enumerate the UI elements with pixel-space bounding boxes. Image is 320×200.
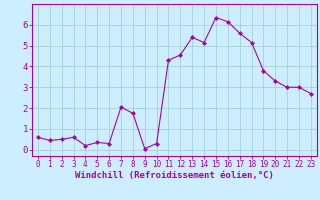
X-axis label: Windchill (Refroidissement éolien,°C): Windchill (Refroidissement éolien,°C) [75, 171, 274, 180]
